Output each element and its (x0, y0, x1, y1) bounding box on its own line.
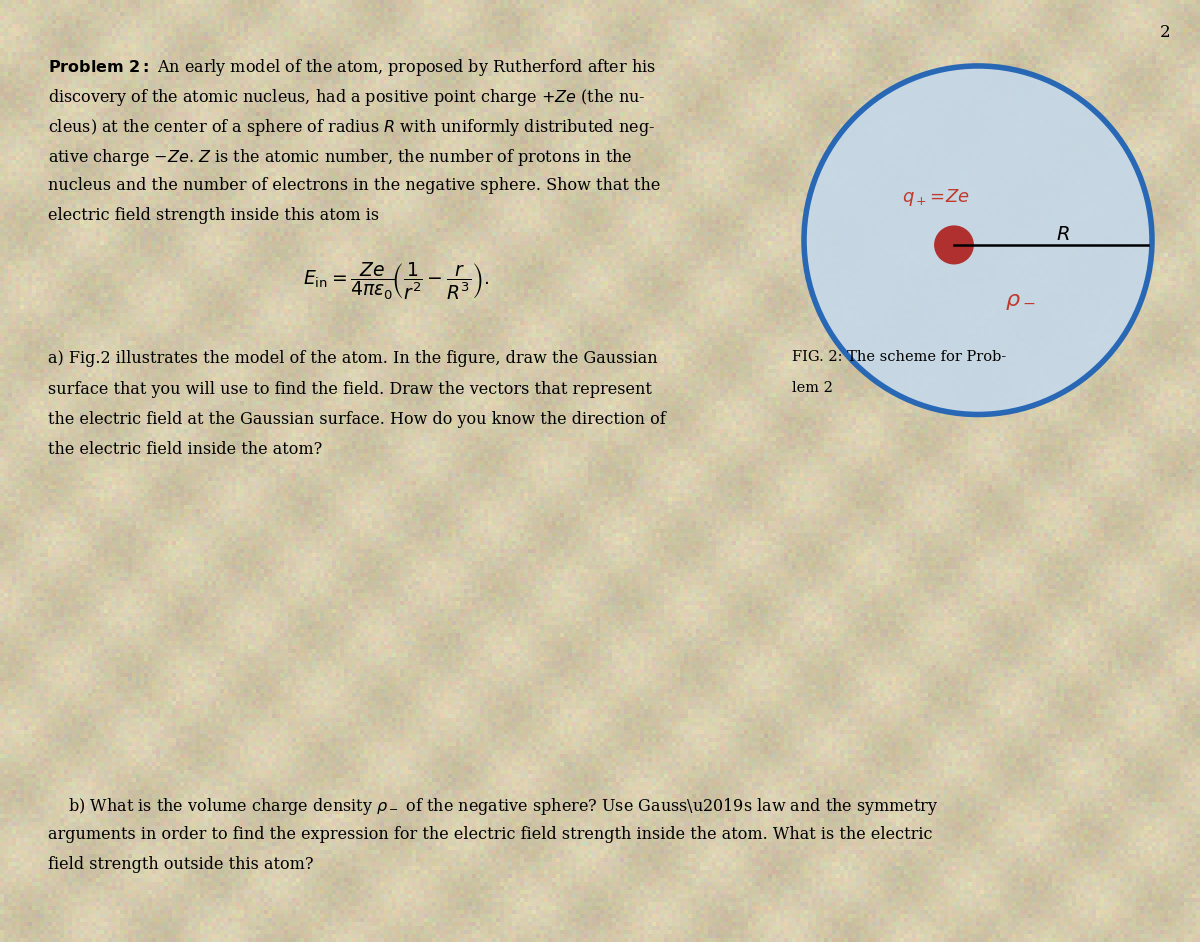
Text: b) What is the volume charge density $\rho_-$ of the negative sphere? Use Gauss\: b) What is the volume charge density $\r… (48, 796, 938, 817)
Text: $E_\mathrm{in} = \dfrac{Ze}{4\pi\epsilon_0}\!\left(\dfrac{1}{r^2} - \dfrac{r}{R^: $E_\mathrm{in} = \dfrac{Ze}{4\pi\epsilon… (302, 261, 490, 302)
Text: ative charge $-Ze$. $Z$ is the atomic number, the number of protons in the: ative charge $-Ze$. $Z$ is the atomic nu… (48, 147, 632, 168)
Text: $R$: $R$ (1056, 226, 1069, 245)
Text: a) Fig.2 illustrates the model of the atom. In the figure, draw the Gaussian: a) Fig.2 illustrates the model of the at… (48, 350, 658, 367)
Ellipse shape (935, 226, 973, 264)
Text: the electric field at the Gaussian surface. How do you know the direction of: the electric field at the Gaussian surfa… (48, 411, 666, 428)
Text: discovery of the atomic nucleus, had a positive point charge $+Ze$ (the nu-: discovery of the atomic nucleus, had a p… (48, 87, 646, 107)
Text: $\mathbf{Problem\ 2:}$ An early model of the atom, proposed by Rutherford after : $\mathbf{Problem\ 2:}$ An early model of… (48, 57, 656, 77)
Text: FIG. 2: The scheme for Prob-: FIG. 2: The scheme for Prob- (792, 350, 1007, 365)
Text: field strength outside this atom?: field strength outside this atom? (48, 856, 313, 873)
Text: 2: 2 (1159, 24, 1170, 41)
Text: the electric field inside the atom?: the electric field inside the atom? (48, 441, 323, 458)
Text: lem 2: lem 2 (792, 381, 833, 395)
Text: arguments in order to find the expression for the electric field strength inside: arguments in order to find the expressio… (48, 826, 932, 843)
Text: $q_+\!=\!Ze$: $q_+\!=\!Ze$ (902, 187, 971, 208)
Text: nucleus and the number of electrons in the negative sphere. Show that the: nucleus and the number of electrons in t… (48, 177, 660, 194)
Text: electric field strength inside this atom is: electric field strength inside this atom… (48, 207, 379, 224)
Text: $\rho_-$: $\rho_-$ (1004, 290, 1036, 313)
Ellipse shape (804, 66, 1152, 414)
Text: surface that you will use to find the field. Draw the vectors that represent: surface that you will use to find the fi… (48, 381, 652, 398)
Text: cleus) at the center of a sphere of radius $R$ with uniformly distributed neg-: cleus) at the center of a sphere of radi… (48, 117, 655, 138)
